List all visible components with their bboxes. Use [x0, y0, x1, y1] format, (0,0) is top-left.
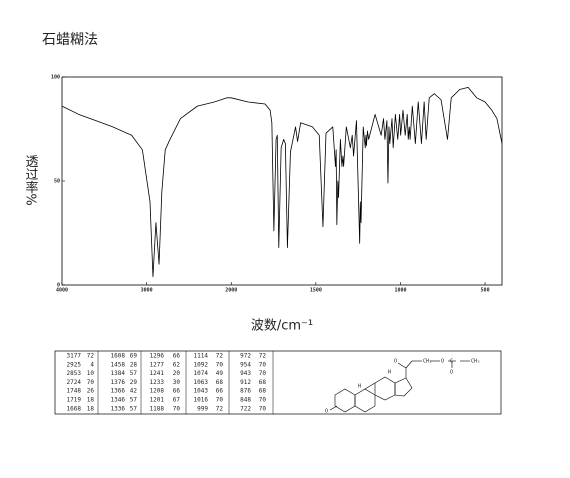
- atom-label: C: [450, 359, 453, 365]
- transmittance-cell: 70: [87, 379, 95, 386]
- transmittance-cell: 4: [90, 361, 94, 368]
- transmittance-cell: 70: [216, 361, 224, 368]
- transmittance-cell: 70: [259, 405, 267, 412]
- y-tick-label: 0: [57, 283, 60, 289]
- y-tick-label: 50: [54, 179, 60, 185]
- atom-label: CH₂: [423, 359, 432, 365]
- wavenumber-cell: 2724: [67, 379, 82, 386]
- transmittance-cell: 10: [87, 370, 95, 377]
- transmittance-cell: 26: [87, 388, 95, 395]
- wavenumber-cell: 1063: [194, 379, 209, 386]
- atom-label: H: [358, 384, 361, 390]
- wavenumber-cell: 943: [240, 370, 251, 377]
- wavenumber-cell: 3177: [67, 353, 82, 360]
- wavenumber-cell: 848: [240, 397, 251, 404]
- transmittance-cell: 66: [173, 353, 181, 360]
- wavenumber-cell: 1719: [67, 397, 82, 404]
- wavenumber-cell: 1458: [111, 361, 126, 368]
- transmittance-cell: 28: [130, 361, 138, 368]
- x-tick-label: 1500: [310, 288, 322, 294]
- transmittance-cell: 70: [216, 397, 224, 404]
- wavenumber-cell: 876: [240, 388, 251, 395]
- wavenumber-cell: 1668: [67, 405, 82, 412]
- transmittance-cell: 70: [259, 361, 267, 368]
- transmittance-cell: 42: [130, 388, 138, 395]
- transmittance-cell: 20: [173, 370, 181, 377]
- wavenumber-cell: 1043: [194, 388, 209, 395]
- wavenumber-cell: 1016: [194, 397, 209, 404]
- transmittance-cell: 72: [259, 353, 267, 360]
- y-axis-label: 透过率%: [23, 154, 39, 205]
- wavenumber-cell: 1074: [194, 370, 209, 377]
- wavenumber-cell: 1376: [111, 379, 126, 386]
- transmittance-cell: 72: [216, 405, 224, 412]
- wavenumber-cell: 1366: [111, 388, 126, 395]
- structure-drawing: [329, 360, 470, 413]
- transmittance-cell: 66: [173, 388, 181, 395]
- wavenumber-cell: 1748: [67, 388, 82, 395]
- wavenumber-cell: 972: [240, 353, 251, 360]
- y-tick-label: 100: [51, 75, 60, 81]
- wavenumber-cell: 1188: [150, 405, 165, 412]
- wavenumber-cell: 1277: [150, 361, 165, 368]
- transmittance-cell: 72: [87, 353, 95, 360]
- atom-label: CH₃: [471, 359, 480, 365]
- spectrum-line: [61, 87, 503, 278]
- x-tick-label: 2000: [225, 288, 237, 294]
- transmittance-cell: 68: [259, 388, 267, 395]
- wavenumber-cell: 1384: [111, 370, 126, 377]
- wavenumber-cell: 1296: [150, 353, 165, 360]
- wavenumber-cell: 1336: [111, 405, 126, 412]
- wavenumber-cell: 1114: [194, 353, 209, 360]
- wavenumber-cell: 2853: [67, 370, 82, 377]
- transmittance-cell: 70: [259, 397, 267, 404]
- wavenumber-cell: 912: [240, 379, 251, 386]
- structure-labels: O CH₂ O C CH₃ O H H O: [325, 359, 480, 415]
- transmittance-cell: 57: [130, 405, 138, 412]
- transmittance-cell: 29: [130, 379, 138, 386]
- transmittance-cell: 70: [259, 370, 267, 377]
- chart-title: 石蜡糊法: [42, 32, 98, 48]
- atom-label: H: [388, 370, 391, 376]
- atom-label: O: [450, 370, 453, 376]
- wavenumber-cell: 1346: [111, 397, 126, 404]
- x-axis-label: 波数/cm⁻¹: [251, 319, 313, 334]
- x-tick-label: 1000: [394, 288, 406, 294]
- transmittance-cell: 68: [216, 379, 224, 386]
- wavenumber-cell: 1608: [111, 353, 126, 360]
- wavenumber-cell: 1241: [150, 370, 165, 377]
- transmittance-cell: 66: [216, 388, 224, 395]
- transmittance-cell: 69: [130, 353, 138, 360]
- x-tick-label: 4000: [56, 288, 68, 294]
- atom-label: O: [441, 359, 444, 365]
- table-dividers: [97, 351, 274, 414]
- atom-label: O: [394, 359, 397, 365]
- transmittance-cell: 57: [130, 370, 138, 377]
- transmittance-cell: 70: [173, 405, 181, 412]
- wavenumber-cell: 1208: [150, 388, 165, 395]
- table-frame: [54, 350, 502, 415]
- wavenumber-cell: 722: [240, 405, 251, 412]
- transmittance-cell: 18: [87, 405, 95, 412]
- transmittance-cell: 62: [173, 361, 181, 368]
- transmittance-cell: 72: [216, 353, 224, 360]
- x-tick-label: 500: [481, 288, 490, 294]
- x-tick-label: 3000: [141, 288, 153, 294]
- wavenumber-cell: 999: [197, 405, 208, 412]
- transmittance-cell: 57: [130, 397, 138, 404]
- wavenumber-cell: 954: [240, 361, 251, 368]
- transmittance-cell: 30: [173, 379, 181, 386]
- transmittance-cell: 68: [259, 379, 267, 386]
- transmittance-cell: 18: [87, 397, 95, 404]
- wavenumber-cell: 1092: [194, 361, 209, 368]
- transmittance-cell: 67: [173, 397, 181, 404]
- wavenumber-cell: 1201: [150, 397, 165, 404]
- wavenumber-cell: 2925: [67, 361, 82, 368]
- plot-frame: [61, 76, 503, 286]
- atom-label: O: [325, 409, 328, 415]
- wavenumber-cell: 1233: [150, 379, 165, 386]
- transmittance-cell: 49: [216, 370, 224, 377]
